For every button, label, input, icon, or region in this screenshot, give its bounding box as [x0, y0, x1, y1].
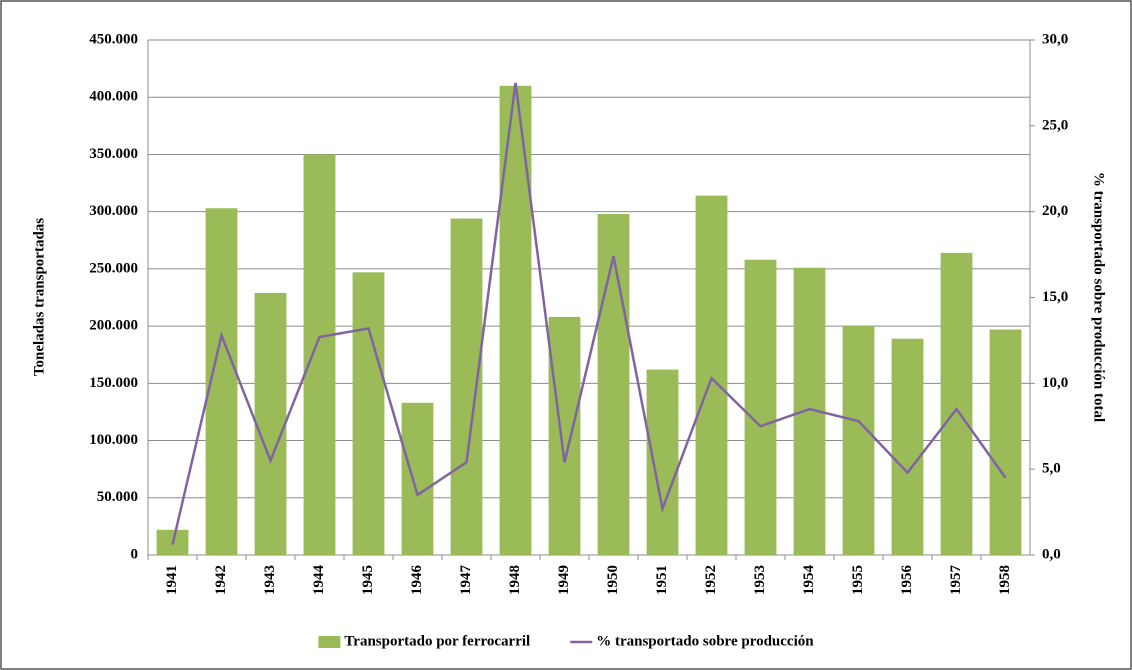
bar: [597, 213, 630, 555]
x-tick-label: 1948: [507, 565, 523, 595]
y2-tick-label: 10,0: [1042, 375, 1068, 391]
x-tick-label: 1950: [605, 565, 621, 595]
legend-swatch: [318, 636, 341, 648]
x-tick-label: 1946: [409, 565, 425, 596]
y-tick-label: 100.000: [89, 432, 138, 448]
bar: [842, 326, 875, 555]
x-tick-label: 1953: [752, 565, 768, 595]
line: [171, 82, 1007, 545]
bar: [940, 252, 973, 555]
bar: [450, 218, 483, 556]
y-tick-label: 150.000: [89, 375, 138, 391]
x-tick-label: 1943: [262, 565, 278, 595]
x-tick-label: 1947: [458, 565, 474, 596]
bar: [695, 195, 728, 555]
bar: [401, 402, 434, 555]
bar: [254, 292, 287, 555]
x-tick-label: 1951: [654, 565, 670, 595]
y2-tick-label: 15,0: [1042, 289, 1068, 305]
y2-tick-label: 25,0: [1042, 117, 1068, 133]
bar: [303, 154, 336, 555]
y-tick-label: 350.000: [89, 146, 138, 162]
bar: [548, 316, 581, 555]
y-tick-label: 450.000: [89, 31, 138, 47]
y2-tick-label: 20,0: [1042, 203, 1068, 219]
y-tick-label: 50.000: [97, 489, 138, 505]
y2-tick-label: 5,0: [1042, 461, 1061, 477]
y-tick-label: 300.000: [89, 203, 138, 219]
y2-tick-label: 30,0: [1042, 31, 1068, 47]
bar: [499, 85, 532, 556]
y-axis-title: Toneladas transportadas: [31, 218, 47, 376]
y-tick-label: 250.000: [89, 260, 138, 276]
x-tick-label: 1955: [850, 565, 866, 595]
x-tick-label: 1956: [899, 565, 915, 596]
y-tick-label: 400.000: [89, 89, 138, 105]
bar: [646, 369, 679, 555]
y-tick-label: 0: [131, 546, 139, 562]
x-tick-label: 1945: [360, 565, 376, 595]
x-tick-label: 1954: [801, 565, 817, 596]
legend-label: Transportado por ferrocarril: [344, 633, 530, 649]
x-tick-label: 1949: [556, 565, 572, 595]
x-tick-label: 1941: [164, 565, 180, 595]
bar: [352, 272, 385, 555]
x-tick-label: 1942: [213, 565, 229, 595]
bar: [989, 329, 1022, 555]
x-tick-label: 1958: [997, 565, 1013, 595]
x-tick-label: 1952: [703, 565, 719, 595]
bar: [744, 259, 777, 555]
y2-axis-title: % transportado sobre producción total: [1091, 172, 1107, 422]
y2-tick-label: 0,0: [1042, 546, 1061, 562]
y-tick-label: 200.000: [89, 318, 138, 334]
legend-label: % transportado sobre producción: [596, 633, 814, 649]
x-tick-label: 1944: [311, 565, 327, 596]
bar: [891, 338, 924, 555]
x-tick-label: 1957: [948, 565, 964, 596]
